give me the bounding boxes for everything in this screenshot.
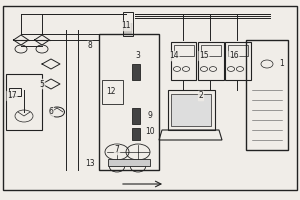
Bar: [171, 42, 196, 80]
Text: 7: 7: [115, 146, 119, 154]
Bar: [246, 40, 288, 150]
Text: 6: 6: [49, 108, 53, 116]
Text: 12: 12: [106, 88, 116, 97]
Bar: [225, 42, 250, 80]
Bar: [168, 90, 214, 130]
Bar: [171, 94, 211, 126]
Text: 10: 10: [145, 128, 155, 136]
Bar: [102, 80, 123, 104]
Text: 11: 11: [121, 21, 131, 30]
Bar: [123, 12, 134, 36]
Text: 13: 13: [85, 160, 95, 168]
Bar: [198, 42, 224, 80]
Text: 9: 9: [148, 112, 152, 120]
Bar: [132, 108, 140, 124]
Bar: [174, 45, 194, 56]
Text: 14: 14: [169, 51, 179, 60]
Bar: [132, 128, 140, 140]
Bar: [108, 159, 150, 166]
Bar: [9, 88, 21, 96]
Text: 15: 15: [199, 51, 209, 60]
Text: 1: 1: [280, 60, 284, 68]
Bar: [201, 45, 220, 56]
Bar: [132, 64, 140, 80]
Text: 5: 5: [40, 80, 44, 88]
Bar: [99, 34, 159, 170]
Text: 8: 8: [88, 42, 92, 50]
Text: 3: 3: [136, 51, 140, 60]
Bar: [228, 45, 248, 56]
Text: 17: 17: [7, 92, 17, 100]
Text: 2: 2: [199, 92, 203, 100]
Bar: [6, 74, 42, 130]
Text: 16: 16: [229, 51, 239, 60]
